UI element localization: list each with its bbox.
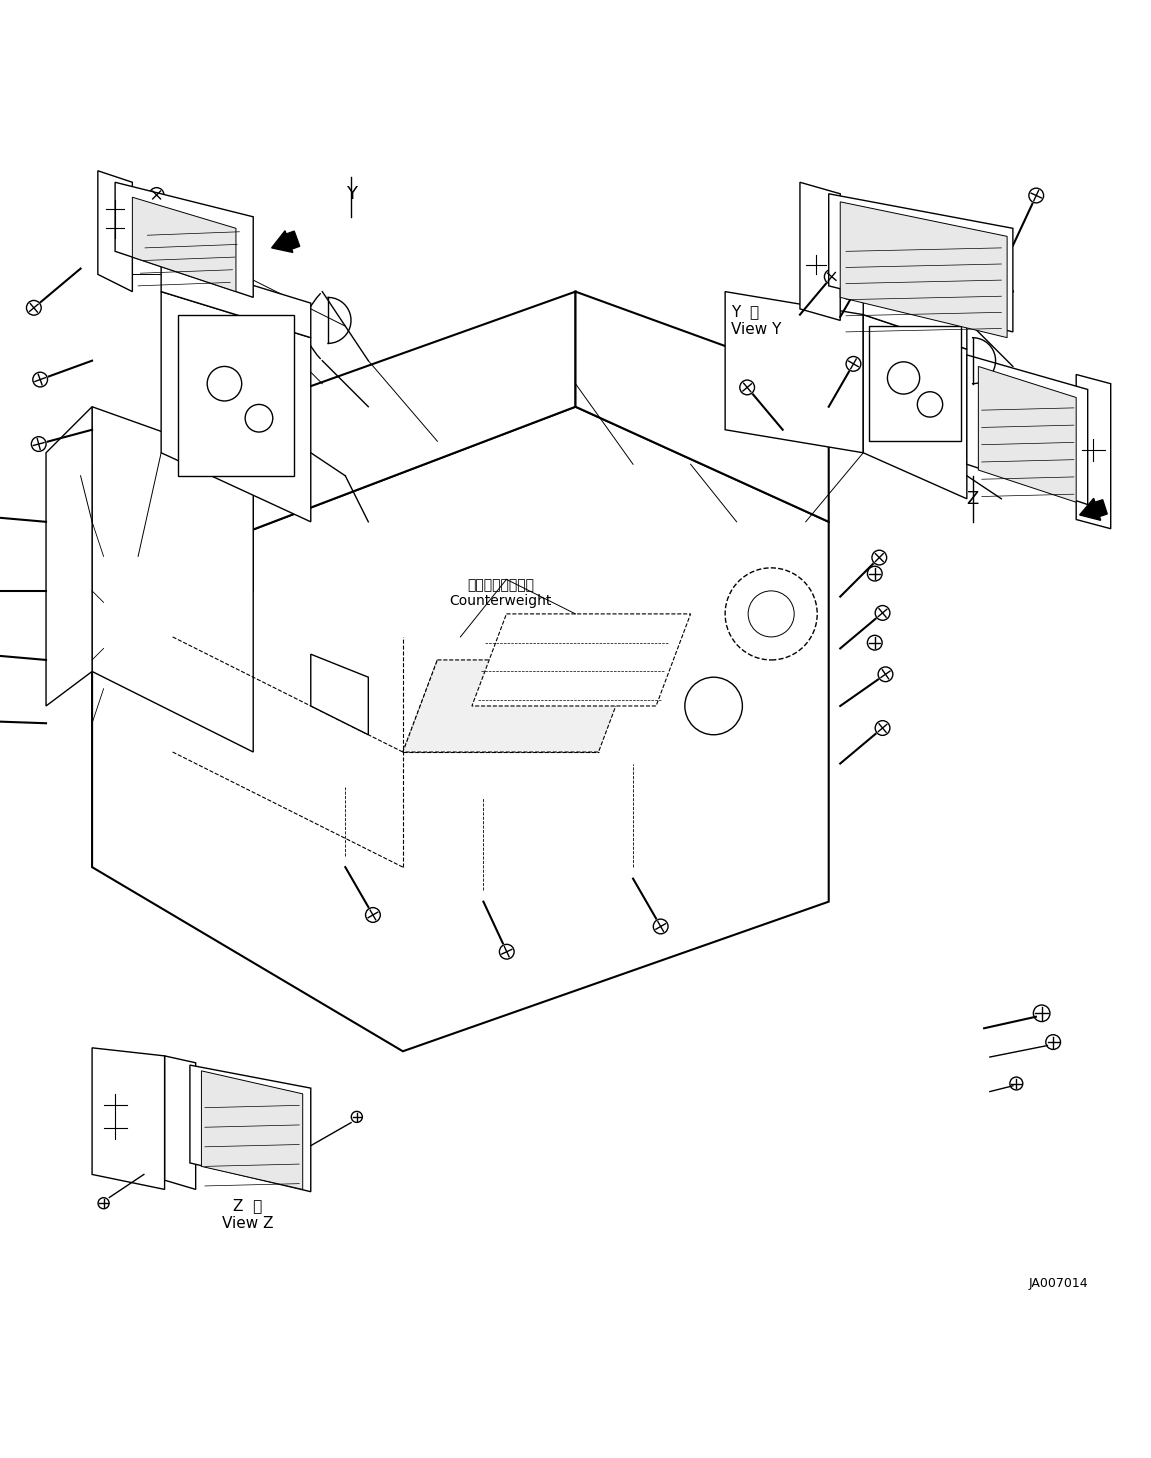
Circle shape	[875, 720, 890, 735]
Circle shape	[748, 590, 794, 637]
Circle shape	[887, 362, 920, 394]
Bar	[178, 315, 294, 475]
Circle shape	[685, 677, 742, 735]
Polygon shape	[311, 655, 368, 735]
Polygon shape	[190, 1066, 311, 1191]
Circle shape	[98, 1197, 109, 1209]
Polygon shape	[201, 1070, 303, 1190]
Text: Z  視
View Z: Z 視 View Z	[222, 1198, 273, 1231]
Polygon shape	[161, 292, 311, 522]
Text: Y: Y	[345, 185, 357, 203]
Circle shape	[868, 636, 882, 650]
Polygon shape	[165, 1056, 196, 1190]
Circle shape	[207, 366, 242, 401]
Polygon shape	[403, 660, 633, 752]
Circle shape	[725, 567, 817, 660]
Circle shape	[26, 300, 41, 315]
Polygon shape	[472, 614, 691, 706]
Circle shape	[824, 270, 839, 284]
Circle shape	[740, 381, 755, 395]
Polygon shape	[98, 171, 132, 292]
Circle shape	[1034, 1005, 1050, 1022]
Bar	[869, 327, 961, 442]
Circle shape	[861, 262, 875, 277]
Circle shape	[846, 357, 861, 372]
Polygon shape	[800, 182, 840, 321]
Circle shape	[875, 605, 890, 620]
Polygon shape	[1076, 375, 1111, 529]
Polygon shape	[161, 257, 311, 338]
Polygon shape	[967, 354, 1088, 504]
Circle shape	[245, 404, 273, 432]
Circle shape	[351, 1111, 363, 1123]
Polygon shape	[92, 407, 829, 1051]
Circle shape	[654, 919, 668, 933]
Circle shape	[872, 550, 886, 564]
Text: Y  視
View Y: Y 視 View Y	[731, 305, 782, 337]
Circle shape	[982, 235, 997, 249]
Polygon shape	[863, 292, 967, 348]
Circle shape	[1009, 1077, 1023, 1091]
Polygon shape	[132, 197, 236, 292]
FancyArrow shape	[1080, 499, 1107, 521]
Polygon shape	[978, 366, 1076, 502]
Circle shape	[1029, 188, 1044, 203]
Polygon shape	[725, 292, 863, 453]
Polygon shape	[46, 407, 92, 706]
Circle shape	[366, 907, 380, 923]
Text: JA007014: JA007014	[1029, 1277, 1089, 1290]
Polygon shape	[92, 1048, 165, 1190]
Circle shape	[878, 666, 893, 682]
Polygon shape	[840, 201, 1007, 338]
Circle shape	[1046, 1035, 1060, 1050]
Circle shape	[32, 372, 47, 386]
Circle shape	[917, 392, 943, 417]
Polygon shape	[576, 292, 829, 522]
Circle shape	[500, 945, 514, 959]
Circle shape	[150, 188, 163, 203]
Circle shape	[31, 437, 46, 452]
Text: Z: Z	[967, 490, 978, 507]
FancyArrow shape	[272, 230, 299, 252]
Polygon shape	[115, 182, 253, 297]
Polygon shape	[92, 407, 253, 752]
Circle shape	[868, 566, 882, 580]
Polygon shape	[92, 292, 576, 590]
Polygon shape	[829, 194, 1013, 332]
Polygon shape	[863, 315, 967, 499]
Text: カウンタウェイト
Counterweight: カウンタウェイト Counterweight	[450, 577, 551, 608]
